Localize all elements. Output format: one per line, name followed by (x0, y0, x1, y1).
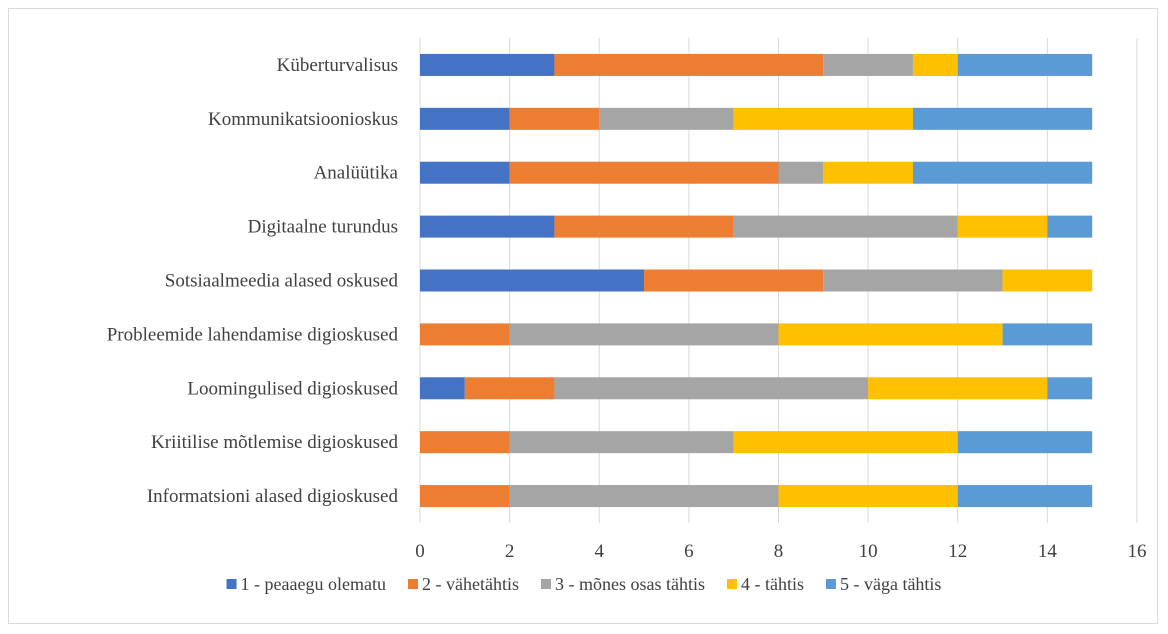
x-tick-label: 12 (948, 541, 967, 562)
category-label: Analüütika (314, 163, 399, 184)
x-tick-label: 16 (1128, 541, 1147, 562)
bar-segment (912, 53, 958, 76)
bar-segment (509, 107, 600, 130)
bar-segment (957, 53, 1093, 76)
legend-swatch (540, 579, 551, 589)
bar-segment (912, 161, 1093, 184)
category-label: Kommunikatsioonioskus (208, 109, 398, 130)
legend-label: 4 - tähtis (741, 574, 804, 594)
bar-segment (509, 485, 779, 508)
bar-segment (599, 107, 734, 130)
bar-segment (420, 107, 510, 130)
bar-segment (420, 161, 510, 184)
bar-segment (957, 431, 1093, 454)
bar-segment (733, 215, 958, 238)
category-label: Kriitilise mõtlemise digioskused (151, 432, 398, 453)
legend-swatch (726, 579, 737, 589)
legend-label: 5 - väga tähtis (840, 574, 941, 594)
bar-segment (420, 485, 510, 508)
bar-segment (509, 161, 779, 184)
bar-segment (554, 377, 869, 400)
bar-segment (868, 377, 1048, 400)
x-tick-label: 14 (1038, 541, 1058, 562)
bar-segment (554, 215, 734, 238)
x-tick-label: 0 (415, 541, 425, 562)
legend-swatch (825, 579, 836, 589)
x-tick-label: 10 (859, 541, 878, 562)
legend-label: 2 - vähetähtis (422, 574, 519, 594)
bar-segment (957, 215, 1048, 238)
category-label: Probleemide lahendamise digioskused (107, 324, 399, 345)
bar-segment (554, 53, 824, 76)
bar-segment (823, 53, 913, 76)
x-tick-label: 2 (505, 541, 515, 562)
bar-segment (957, 485, 1093, 508)
legend-swatch (226, 579, 237, 589)
category-label: Sotsiaalmeedia alased oskused (165, 271, 399, 292)
bar-segment (778, 323, 1003, 346)
bar-segment (420, 53, 555, 76)
bar-segment (1047, 377, 1093, 400)
bar-segment (912, 107, 1093, 130)
category-label: Digitaalne turundus (248, 217, 398, 238)
category-label: Loomingulised digioskused (187, 378, 398, 399)
legend: 1 - peaaegu olematu 2 - vähetähtis 3 - mõn… (226, 574, 941, 594)
bar-segment (733, 107, 913, 130)
bars (420, 53, 1093, 508)
bar-segment (509, 323, 779, 346)
bar-segment (644, 269, 824, 292)
x-tick-label: 8 (774, 541, 784, 562)
bar-segment (1047, 215, 1093, 238)
legend-swatch (407, 579, 418, 589)
x-tick-labels: 0 2 4 6 8 10 12 14 16 (415, 541, 1146, 562)
legend-label: 3 - mõnes osas tähtis (555, 574, 705, 594)
category-label: Küberturvalisus (277, 55, 398, 76)
bar-segment (1002, 323, 1093, 346)
category-labels: Küberturvalisus Kommunikatsioonioskus Anal… (107, 55, 399, 507)
bar-segment (420, 269, 645, 292)
legend-label: 1 - peaaegu olematu (241, 574, 386, 594)
bar-segment (1002, 269, 1093, 292)
bar-segment (420, 431, 510, 454)
x-tick-label: 6 (684, 541, 694, 562)
bar-segment (778, 161, 824, 184)
bar-segment (823, 161, 913, 184)
bar-segment (823, 269, 1003, 292)
bar-segment (464, 377, 555, 400)
category-label: Informatsioni alased digioskused (147, 486, 399, 507)
bar-segment (778, 485, 958, 508)
bar-segment (733, 431, 958, 454)
bar-segment (509, 431, 734, 454)
bar-segment (420, 215, 555, 238)
bar-segment (420, 377, 465, 400)
x-tick-label: 4 (595, 541, 605, 562)
bar-segment (420, 323, 510, 346)
